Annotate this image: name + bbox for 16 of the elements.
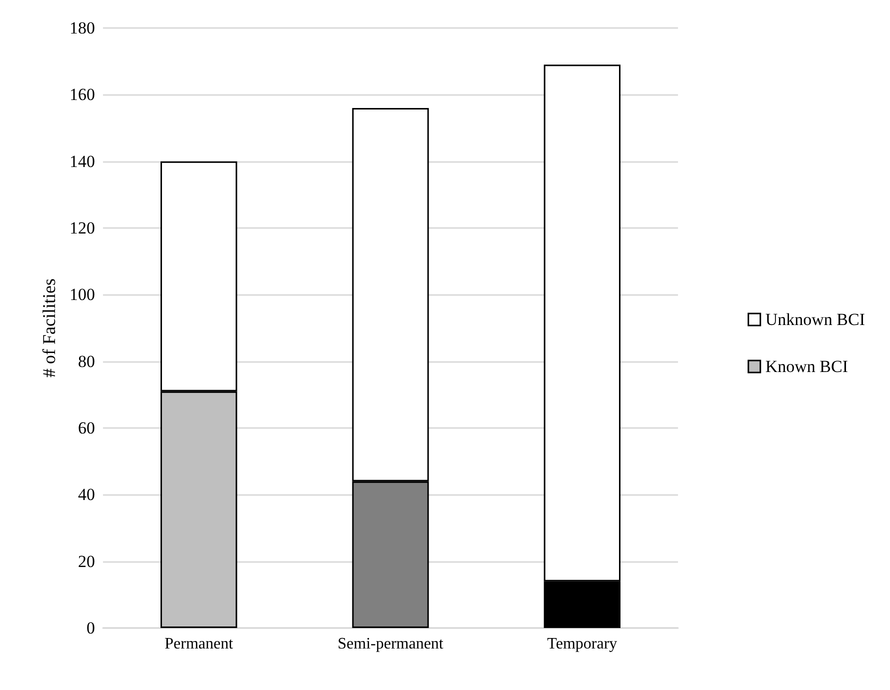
y-tick-label: 40 [78,485,95,504]
x-tick-label: Temporary [547,636,618,652]
legend-label: Known BCI [765,357,848,376]
y-tick-label: 60 [78,418,95,438]
x-tick-label: Semi-permanent [338,636,444,652]
y-axis-title: # of Facilities [39,278,59,378]
y-tick-label: 180 [70,18,95,38]
x-tick-label: Permanent [164,636,234,652]
y-tick-label: 160 [70,85,95,104]
y-tick-label: 140 [70,152,95,171]
legend-label: Unknown BCI [765,310,866,329]
y-tick-label: 120 [70,218,95,238]
y-tick-label: 0 [86,618,95,638]
y-tick-label: 20 [78,552,95,571]
y-tick-label: 80 [78,352,95,371]
y-tick-label: 100 [70,285,95,304]
